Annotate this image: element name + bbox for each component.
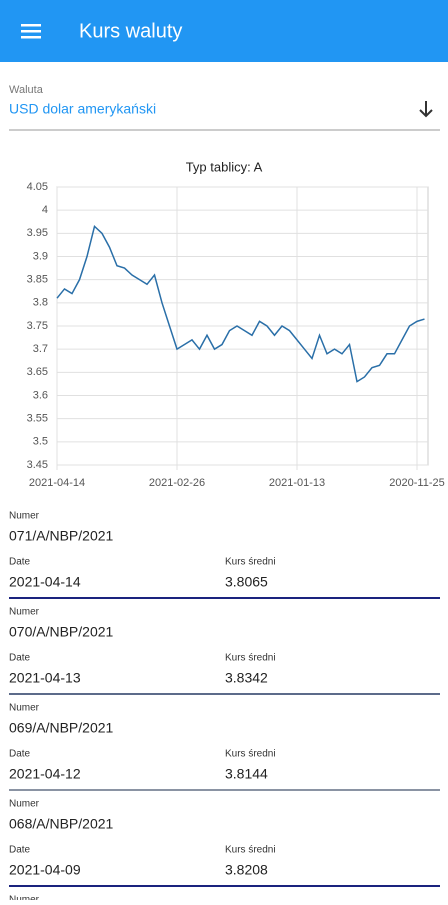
rate-label: Kurs średni bbox=[225, 749, 276, 760]
number-label: Numer bbox=[9, 607, 40, 618]
menu-button[interactable] bbox=[21, 24, 41, 39]
x-tick-label: 2021-04-14 bbox=[29, 477, 85, 489]
table-number: 069/A/NBP/2021 bbox=[9, 720, 114, 736]
number-label: Numer bbox=[9, 703, 40, 714]
number-label: Numer bbox=[9, 799, 40, 810]
x-tick-label: 2021-02-26 bbox=[149, 477, 205, 489]
y-tick-label: 3.55 bbox=[27, 413, 48, 425]
y-tick-label: 3.5 bbox=[33, 436, 48, 448]
y-tick-label: 3.7 bbox=[33, 343, 48, 355]
y-tick-label: 3.75 bbox=[27, 320, 48, 332]
date-value: 2021-04-12 bbox=[9, 766, 81, 782]
y-tick-label: 4.05 bbox=[27, 181, 48, 193]
y-tick-label: 3.85 bbox=[27, 274, 48, 286]
table-number: 071/A/NBP/2021 bbox=[9, 528, 114, 544]
currency-select[interactable]: USD dolar amerykański bbox=[9, 101, 156, 117]
date-label: Date bbox=[9, 845, 31, 856]
date-label: Date bbox=[9, 653, 31, 664]
date-label: Date bbox=[9, 749, 31, 760]
number-label: Numer bbox=[9, 511, 40, 522]
rate-value: 3.8208 bbox=[225, 862, 268, 878]
y-tick-label: 3.95 bbox=[27, 227, 48, 239]
rate-label: Kurs średni bbox=[225, 845, 276, 856]
rate-label: Kurs średni bbox=[225, 653, 276, 664]
y-tick-label: 4 bbox=[42, 204, 48, 216]
table-number: 068/A/NBP/2021 bbox=[9, 816, 114, 832]
app-title: Kurs waluty bbox=[79, 20, 182, 42]
app-bar bbox=[0, 0, 448, 62]
currency-label: Waluta bbox=[9, 84, 44, 96]
rate-value: 3.8065 bbox=[225, 574, 268, 590]
rate-value: 3.8342 bbox=[225, 670, 268, 686]
number-label: Numer bbox=[9, 895, 40, 900]
y-tick-label: 3.8 bbox=[33, 297, 48, 309]
date-value: 2021-04-14 bbox=[9, 574, 81, 590]
rate-label: Kurs średni bbox=[225, 557, 276, 568]
rate-value: 3.8144 bbox=[225, 766, 268, 782]
y-tick-label: 3.9 bbox=[33, 250, 48, 262]
date-label: Date bbox=[9, 557, 31, 568]
dropdown-arrow[interactable] bbox=[419, 101, 433, 118]
y-tick-label: 3.45 bbox=[27, 459, 48, 471]
data-line bbox=[56, 224, 425, 383]
chart-title: Typ tablicy: A bbox=[186, 159, 263, 174]
table-number: 070/A/NBP/2021 bbox=[9, 624, 114, 640]
y-tick-label: 3.6 bbox=[33, 389, 48, 401]
date-value: 2021-04-13 bbox=[9, 670, 81, 686]
date-value: 2021-04-09 bbox=[9, 862, 81, 878]
x-tick-label: 2020-11-25 bbox=[389, 477, 444, 489]
x-tick-label: 2021-01-13 bbox=[269, 477, 325, 489]
y-tick-label: 3.65 bbox=[27, 366, 48, 378]
